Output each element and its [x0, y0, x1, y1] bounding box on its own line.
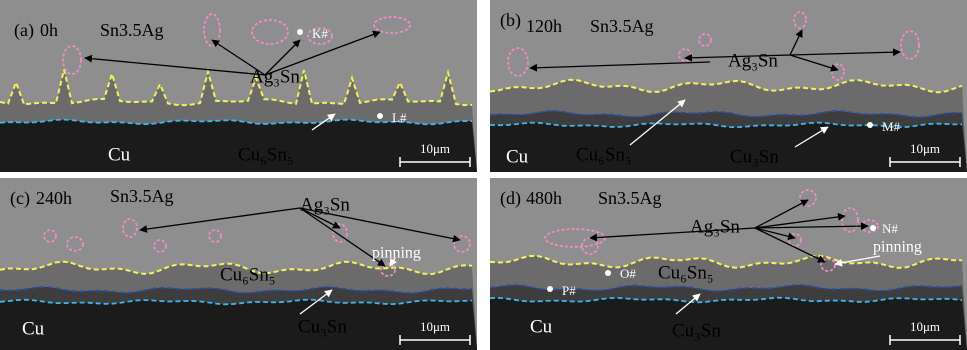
- copper: [490, 298, 967, 350]
- label-text: Cu₆Sn₅: [220, 264, 276, 285]
- label-text: P#: [562, 283, 576, 298]
- point-marker: [605, 270, 611, 276]
- point-marker: [377, 113, 383, 119]
- label-text: Sn3.5Ag: [598, 188, 662, 208]
- label-text: K#: [312, 26, 328, 41]
- label-text: M#: [882, 119, 901, 134]
- label-text: Cu: [530, 316, 553, 337]
- scale-bar-label: 10μm: [420, 141, 450, 156]
- label-text: 120h: [526, 16, 562, 36]
- label-text: Ag₃Sn: [300, 194, 350, 215]
- label-text: Cu: [22, 318, 45, 339]
- point-marker: [547, 286, 553, 292]
- label-text: (b): [500, 10, 521, 31]
- label-text: Cu₃Sn: [298, 316, 347, 337]
- label-text: Cu₆Sn₅: [658, 262, 714, 283]
- label-text: Sn3.5Ag: [100, 20, 164, 40]
- copper: [0, 300, 477, 350]
- label-text: Cu₃Sn: [672, 320, 721, 341]
- label-text: Cu₆Sn₅: [238, 144, 294, 165]
- label-text: Ag₃Sn: [250, 66, 300, 87]
- label-text: Sn3.5Ag: [590, 16, 654, 36]
- label-text: pinning: [873, 239, 922, 256]
- label-text: Cu₃Sn: [730, 146, 779, 167]
- label-text: Cu: [506, 146, 529, 167]
- label-text: 240h: [36, 188, 72, 208]
- label-text: 0h: [40, 20, 58, 40]
- label-text: (c): [10, 188, 30, 209]
- panel: (c) 240h Sn3.5Ag Ag₃Sn Cu₆Sn₅ Cu Cu₃Sn pinning 1…: [0, 178, 477, 350]
- label-text: Ag₃Sn: [690, 216, 740, 237]
- scale-bar-label: 10μm: [910, 141, 940, 156]
- point-marker: [870, 225, 876, 231]
- label-text: Ag₃Sn: [728, 50, 778, 71]
- scale-bar-label: 10μm: [420, 319, 450, 334]
- label-text: pinning: [372, 245, 421, 262]
- point-marker: [867, 122, 873, 128]
- label-text: O#: [620, 266, 636, 281]
- label-text: (d): [500, 188, 521, 209]
- panel: (b)120h Sn3.5Ag Ag₃Sn Cu Cu₆Sn₅ Cu₃Sn M# 10μm: [490, 0, 967, 172]
- panel: (a) 0h Sn3.5Ag Ag₃Sn Cu Cu₆Sn₅ K# L# 10μm: [0, 0, 477, 172]
- point-marker: [297, 29, 303, 35]
- panel: (d)480h Sn3.5Ag Ag₃Sn Cu₆Sn₅ Cu Cu₃Sn N# O# P# pi…: [490, 178, 967, 350]
- label-text: Cu: [108, 144, 131, 165]
- scale-bar-label: 10μm: [910, 319, 940, 334]
- label-text: Cu₆Sn₅: [576, 144, 632, 165]
- label-text: N#: [882, 221, 898, 236]
- label-text: (a): [14, 20, 34, 41]
- label-text: Sn3.5Ag: [110, 186, 174, 206]
- label-text: 480h: [526, 188, 562, 208]
- label-text: L#: [392, 110, 407, 125]
- figure: (a)0hSn3.5AgAg₃SnCuCu₆Sn₅K#L#10μm(b)120h…: [0, 0, 967, 350]
